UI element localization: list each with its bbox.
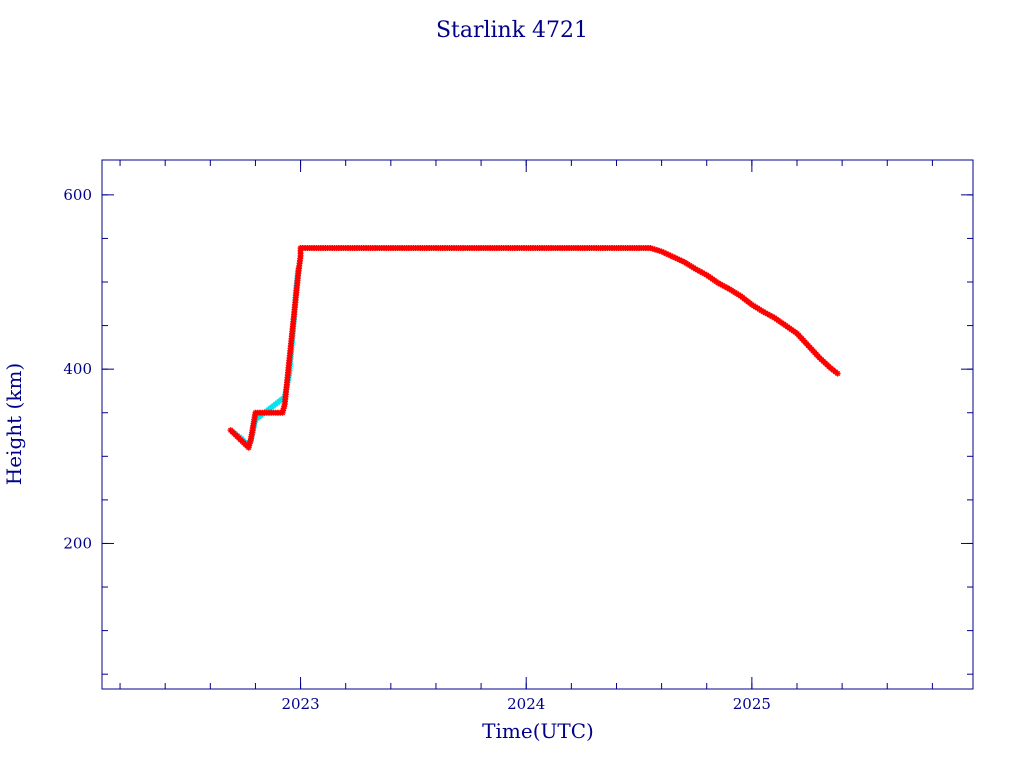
plot-frame — [101, 159, 974, 690]
y-tick-label: 400 — [63, 360, 92, 378]
x-tick-label: 2024 — [507, 695, 545, 713]
y-axis-label: Height (km) — [2, 363, 26, 485]
x-tick-label: 2025 — [733, 695, 771, 713]
chart-title: Starlink 4721 — [436, 18, 588, 43]
axis-ticks — [102, 160, 973, 689]
data-point — [834, 370, 841, 377]
y-tick-label: 200 — [63, 534, 92, 552]
x-axis-label: Time(UTC) — [482, 719, 594, 743]
data-points — [227, 245, 841, 451]
x-tick-label: 2023 — [281, 695, 319, 713]
y-tick-label: 600 — [63, 186, 92, 204]
tick-labels: 2023 2024 2025 200 400 600 — [63, 186, 771, 713]
